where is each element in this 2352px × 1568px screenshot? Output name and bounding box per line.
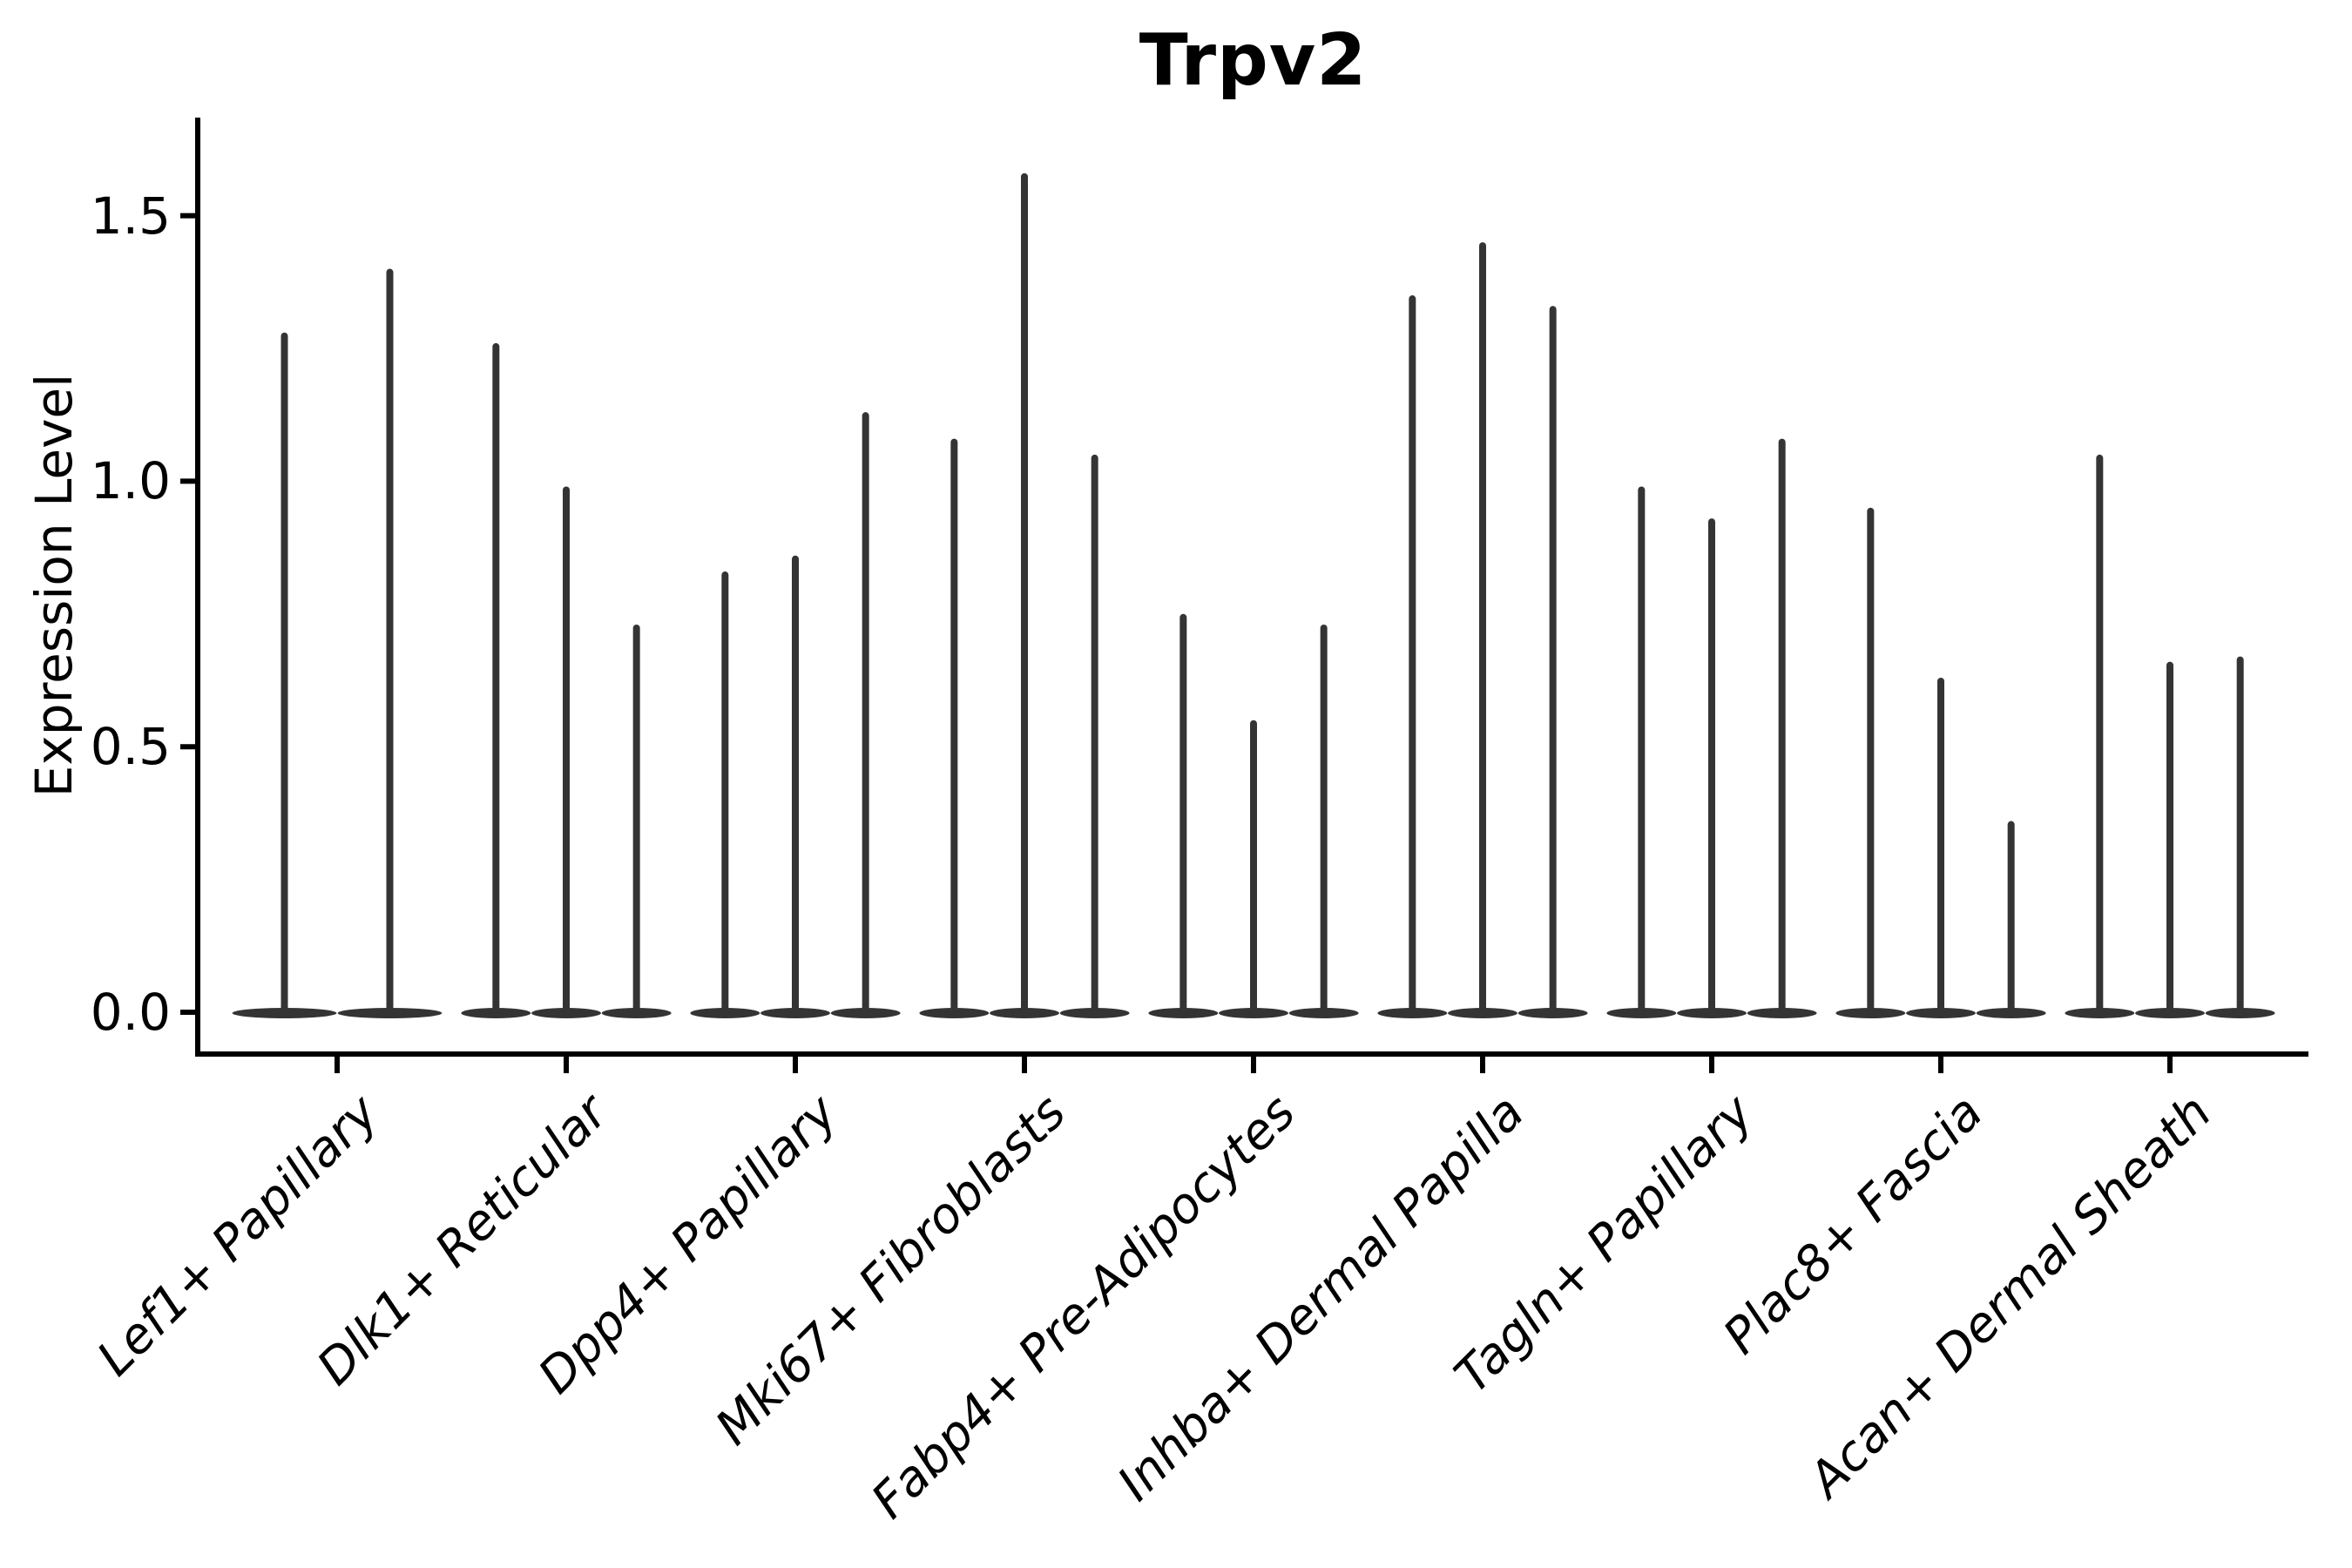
violin <box>919 438 990 1018</box>
violin <box>1517 306 1588 1018</box>
violin <box>337 268 443 1018</box>
violin <box>1377 295 1448 1018</box>
violin <box>830 412 901 1018</box>
violin <box>2065 454 2135 1018</box>
violin <box>1976 821 2046 1018</box>
violin <box>1747 438 1817 1018</box>
y-tick-label: 0.0 <box>90 983 171 1042</box>
plot-title: Trpv2 <box>1139 19 1368 102</box>
y-tick-label: 0.5 <box>90 717 171 777</box>
violin <box>690 571 760 1018</box>
violin <box>1288 624 1359 1018</box>
violin <box>1148 613 1219 1018</box>
violin <box>990 172 1059 1018</box>
violin <box>1448 242 1517 1018</box>
violin <box>2135 661 2205 1018</box>
ticks-layer <box>180 213 2173 1073</box>
violin <box>1835 507 1906 1018</box>
violin <box>2205 656 2275 1018</box>
y-tick-label: 1.5 <box>90 186 171 246</box>
violin <box>601 624 672 1018</box>
violins-layer <box>232 172 2275 1018</box>
violin <box>760 555 830 1018</box>
violin <box>232 332 337 1018</box>
violin <box>1219 720 1288 1018</box>
violin <box>531 486 601 1018</box>
violin <box>1906 677 1976 1018</box>
y-tick-label: 1.0 <box>90 451 171 511</box>
violin <box>1059 454 1130 1018</box>
violin <box>1606 486 1677 1018</box>
violin <box>1677 518 1747 1018</box>
violin <box>461 342 531 1018</box>
